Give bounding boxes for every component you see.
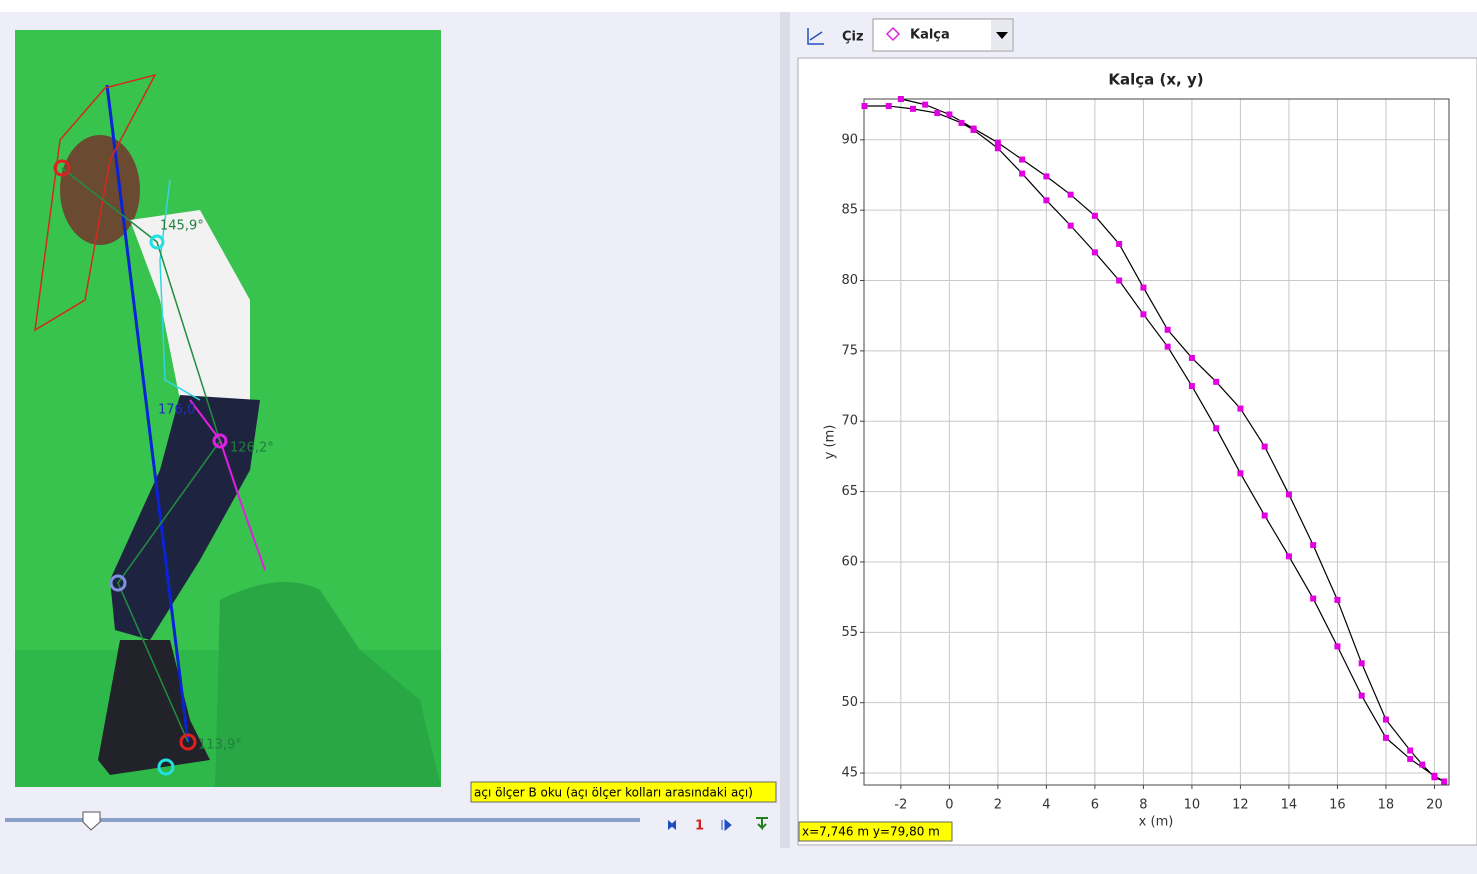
data-point [934,110,940,116]
page: 145,9° 176,0 126,2° 113,9° açı ölçer B o… [0,0,1477,870]
data-point [1286,553,1292,559]
data-point [1165,344,1171,350]
y-tick-label: 85 [841,203,858,218]
data-point [1116,278,1122,284]
data-point [1189,355,1195,361]
data-point [898,96,904,102]
angle-label: 113,9° [198,738,242,753]
x-tick-label: 16 [1329,798,1346,813]
y-tick-label: 80 [841,273,858,288]
y-tick-label: 65 [841,484,858,499]
data-point [1213,379,1219,385]
data-point [1407,748,1413,754]
data-point [1189,383,1195,389]
data-point [922,102,928,108]
data-point [1334,643,1340,649]
data-point [1237,406,1243,412]
data-point [995,140,1001,146]
data-point [1019,157,1025,163]
data-point [1383,735,1389,741]
tooltip-text: açı ölçer B oku (açı ölçer kolları arası… [474,786,753,800]
data-point [1431,774,1437,780]
data-point [1043,173,1049,179]
x-tick-label: 8 [1139,798,1147,813]
data-point [1310,542,1316,548]
tracker-window: 145,9° 176,0 126,2° 113,9° açı ölçer B o… [0,0,1477,870]
data-point [1140,311,1146,317]
data-point [1140,285,1146,291]
data-point [1262,444,1268,450]
data-point [1019,171,1025,177]
status-bar [0,848,1477,870]
y-tick-label: 70 [841,414,858,429]
data-point [1262,513,1268,519]
x-axis-label: x (m) [1139,815,1174,830]
y-axis-label: y (m) [823,425,838,460]
y-tick-label: 60 [841,554,858,569]
data-point [1116,241,1122,247]
data-point [995,145,1001,151]
data-point [1441,778,1447,784]
head [60,135,140,245]
angle-label: 145,9° [160,219,204,234]
frame-number[interactable]: 1 [695,819,704,834]
x-tick-label: 20 [1426,798,1443,813]
data-point [1043,197,1049,203]
data-point [1286,491,1292,497]
angle-label: 176,0 [158,403,195,418]
chart-title: Kalça (x, y) [1108,71,1203,89]
top-bar [0,0,1477,12]
data-point [1359,693,1365,699]
y-tick-label: 75 [841,343,858,358]
data-point [1165,327,1171,333]
y-tick-label: 45 [841,766,858,781]
data-point [1419,762,1425,768]
x-tick-label: -2 [894,798,907,813]
data-point [1092,249,1098,255]
x-tick-label: 14 [1281,798,1298,813]
draw-label[interactable]: Çiz [842,30,864,45]
x-tick-label: 0 [945,798,953,813]
x-tick-label: 12 [1232,798,1249,813]
y-tick-label: 90 [841,132,858,147]
data-point [1092,213,1098,219]
data-point [971,126,977,132]
y-tick-label: 50 [841,695,858,710]
x-tick-label: 18 [1378,798,1395,813]
data-point [959,120,965,126]
data-point [1407,756,1413,762]
angle-label: 126,2° [230,441,274,456]
data-point [1310,596,1316,602]
data-point [1359,660,1365,666]
x-tick-label: 10 [1184,798,1201,813]
data-point [910,106,916,112]
splitter[interactable] [780,12,790,852]
x-tick-label: 6 [1091,798,1099,813]
data-point [1383,717,1389,723]
x-tick-label: 2 [994,798,1002,813]
data-point [861,103,867,109]
data-point [886,103,892,109]
data-point [1068,192,1074,198]
data-point [1213,425,1219,431]
plot-panel [798,58,1477,845]
data-point [1334,597,1340,603]
data-point [1237,470,1243,476]
data-point [1068,223,1074,229]
track-name[interactable]: Kalça [910,28,950,43]
data-point [946,111,952,117]
x-tick-label: 4 [1042,798,1050,813]
readout: x=7,746 m y=79,80 m [802,825,940,839]
y-tick-label: 55 [841,625,858,640]
